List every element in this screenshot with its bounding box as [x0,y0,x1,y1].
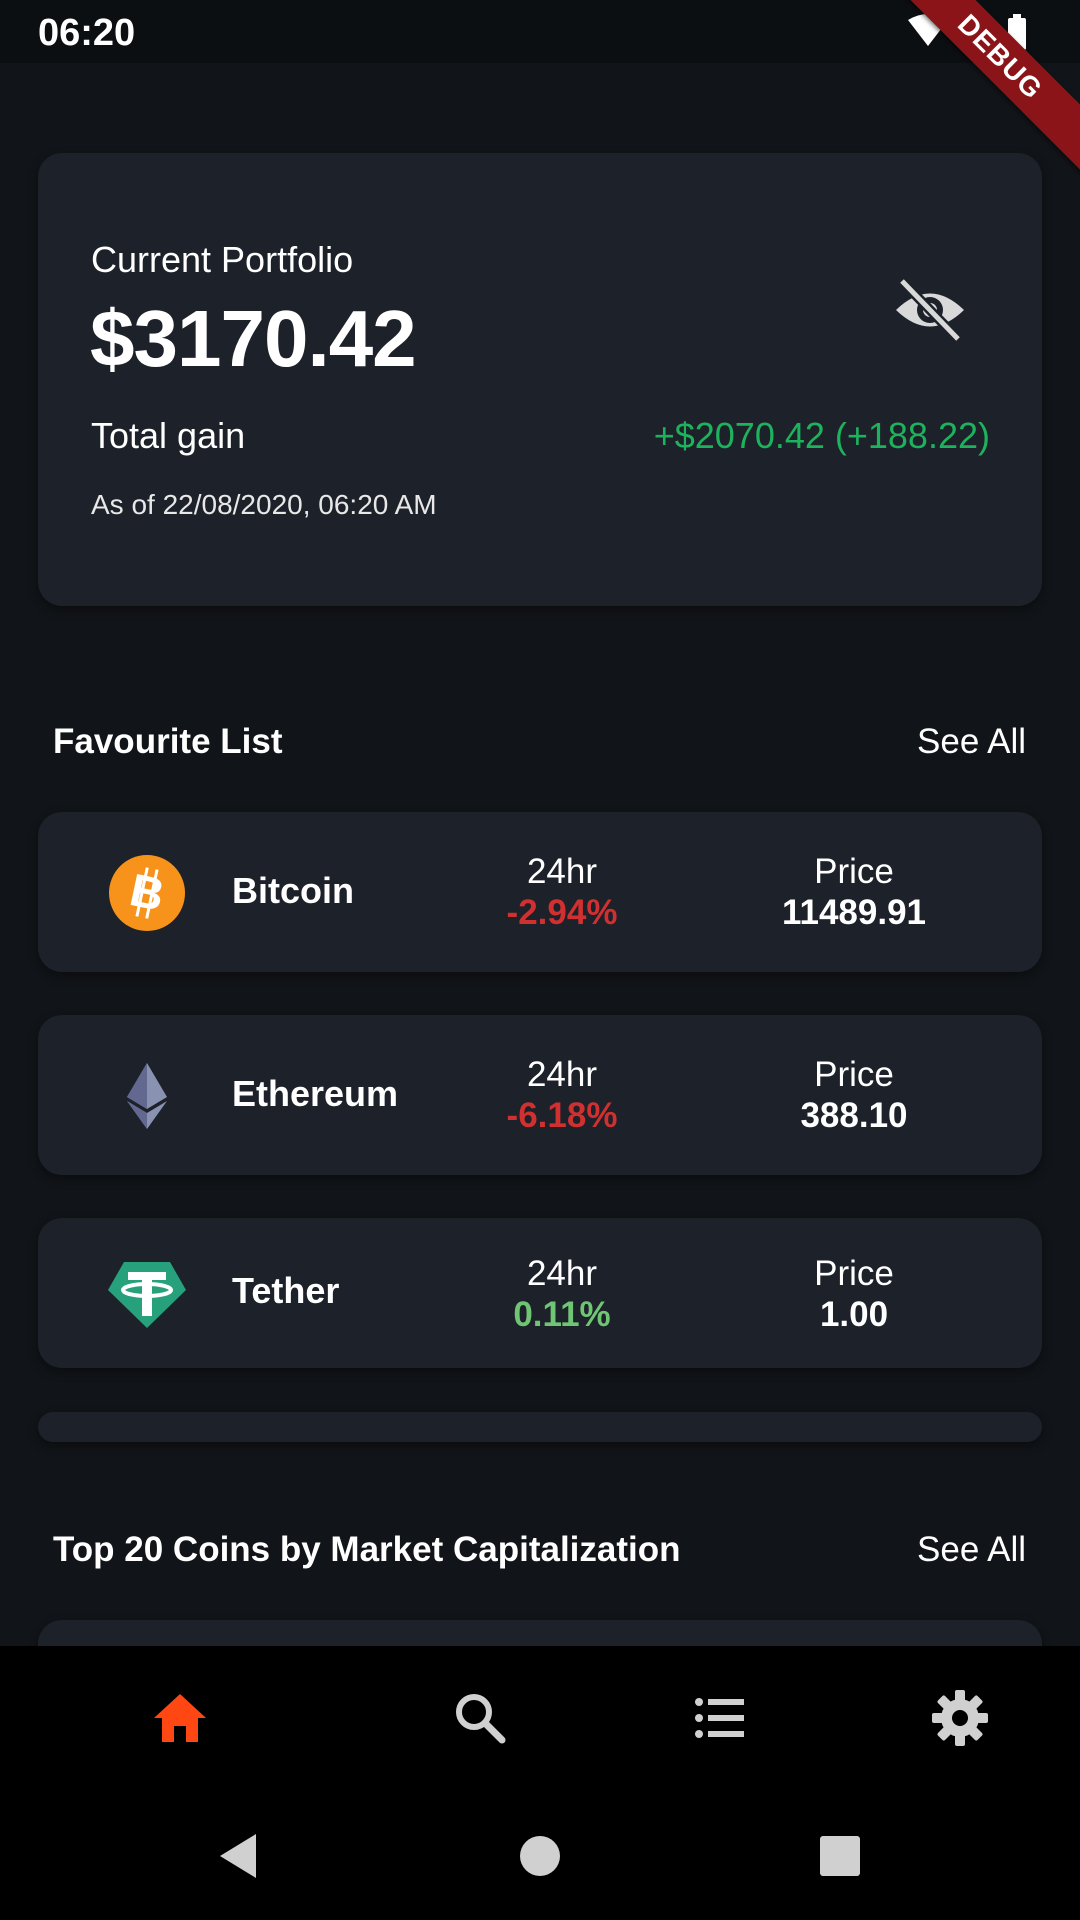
change-column: 24hr -6.18% [432,1055,692,1137]
portfolio-title: Current Portfolio [91,239,354,280]
total-gain-value: +$2070.42 (+188.22) [653,415,990,456]
change-label: 24hr [526,852,598,891]
back-icon[interactable] [212,1828,268,1884]
coin-name: Tether [232,1270,340,1311]
list-icon[interactable] [690,1688,750,1748]
coin-name: Bitcoin [232,870,354,911]
change-value: -2.94% [506,893,618,932]
change-value: -6.18% [506,1096,618,1135]
ethereum-icon [127,1063,167,1129]
portfolio-value: $3170.42 [90,294,417,383]
favourite-see-all-button[interactable]: See All [917,722,1026,761]
top-coins-title: Top 20 Coins by Market Capitalization [53,1530,681,1569]
change-label: 24hr [526,1254,598,1293]
search-icon[interactable] [450,1688,510,1748]
coin-card-bitcoin[interactable]: B Bitcoin 24hr -2.94% Price 11489.91 [38,812,1042,972]
portfolio-timestamp: As of 22/08/2020, 06:20 AM [91,489,437,520]
coin-card-ethereum[interactable]: Ethereum 24hr -6.18% Price 388.10 [38,1015,1042,1175]
price-value: 388.10 [800,1096,908,1135]
bottom-navigation [0,1646,1080,1792]
change-label: 24hr [526,1055,598,1094]
price-column: Price 1.00 [724,1254,984,1336]
change-column: 24hr -2.94% [432,852,692,934]
price-column: Price 388.10 [724,1055,984,1137]
price-label: Price [814,852,894,891]
eye-off-icon[interactable] [892,277,968,343]
price-value: 11489.91 [781,893,927,932]
bitcoin-icon: B [109,855,185,931]
coin-card-tether[interactable]: Tether 24hr 0.11% Price 1.00 [38,1218,1042,1368]
coin-name: Ethereum [232,1073,399,1114]
price-label: Price [814,1254,894,1293]
portfolio-card: Current Portfolio $3170.42 Total gain +$… [38,153,1042,606]
price-value: 1.00 [819,1295,889,1334]
tether-icon [108,1262,186,1328]
status-time: 06:20 [38,12,136,54]
price-column: Price 11489.91 [724,852,984,934]
total-gain-label: Total gain [91,415,246,456]
system-navigation-bar [0,1792,1080,1920]
recents-icon[interactable] [812,1828,868,1884]
gear-icon[interactable] [930,1688,990,1748]
home-icon[interactable] [150,1688,210,1748]
home-circle-icon[interactable] [512,1828,568,1884]
coin-card-partial[interactable] [38,1412,1042,1442]
change-value: 0.11% [513,1295,611,1334]
change-column: 24hr 0.11% [432,1254,692,1336]
status-bar: 06:20 [0,0,1080,63]
price-label: Price [814,1055,894,1094]
top-coins-see-all-button[interactable]: See All [917,1530,1026,1569]
favourite-list-title: Favourite List [53,722,283,761]
